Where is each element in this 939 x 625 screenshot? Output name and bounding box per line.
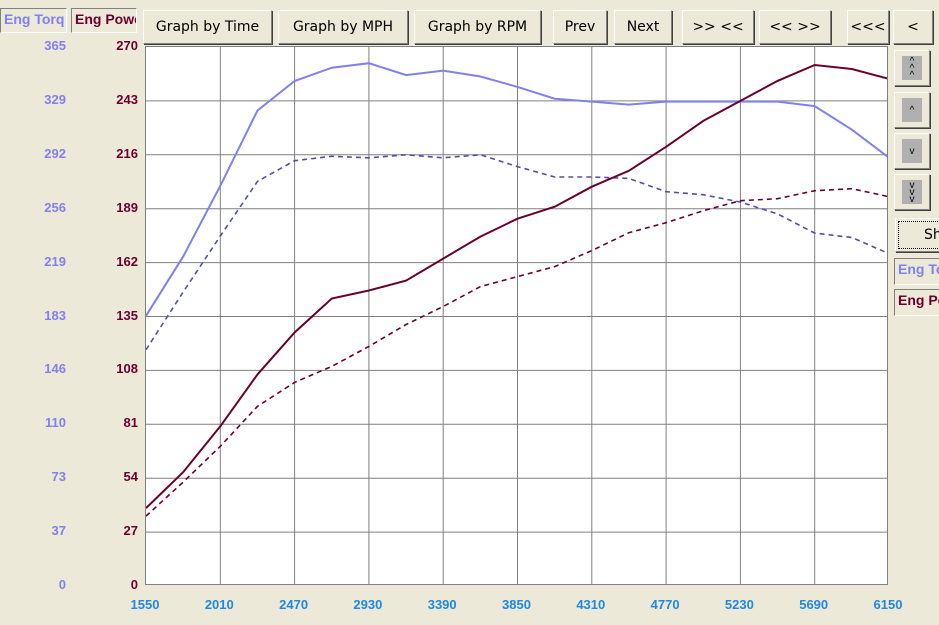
torque-tick-label: 73 bbox=[51, 469, 66, 485]
x-tick-label: 5690 bbox=[799, 597, 829, 612]
x-tick-label: 4310 bbox=[576, 597, 606, 612]
first-button[interactable]: <<< bbox=[847, 10, 889, 44]
torque-tick-label: 329 bbox=[44, 91, 66, 107]
scroll-down-button[interactable]: v bbox=[894, 133, 930, 169]
graph-by-rpm-button[interactable]: Graph by RPM bbox=[414, 10, 541, 44]
torque-tick-label: 146 bbox=[44, 361, 66, 377]
power-tick-label: 54 bbox=[123, 469, 138, 485]
torque-tick-label: 365 bbox=[44, 38, 66, 53]
x-tick-label: 5230 bbox=[724, 597, 754, 612]
zoom-out-button[interactable]: << >> bbox=[759, 10, 831, 44]
next-button[interactable]: Next bbox=[614, 10, 672, 44]
power-tick-label: 135 bbox=[116, 307, 138, 323]
x-tick-label: 3390 bbox=[427, 597, 457, 612]
x-tick-label: 2470 bbox=[279, 597, 309, 612]
power-tick-label: 270 bbox=[116, 38, 138, 53]
torque-tick-label: 256 bbox=[44, 199, 66, 215]
power-tick-label: 81 bbox=[123, 415, 138, 431]
plot-area bbox=[145, 46, 888, 585]
back-button[interactable]: < bbox=[893, 10, 933, 44]
chevron-down-icon: v bbox=[902, 139, 922, 163]
x-tick-label: 6150 bbox=[873, 597, 903, 612]
legend-eng-power[interactable]: Eng Powe bbox=[71, 8, 137, 33]
power-tick-label: 0 bbox=[130, 577, 138, 592]
x-tick-label: 2930 bbox=[353, 597, 383, 612]
x-tick-label: 3850 bbox=[502, 597, 531, 612]
torque-tick-label: 183 bbox=[44, 307, 66, 323]
torque-tick-label: 0 bbox=[58, 577, 66, 592]
torque-solid-line bbox=[146, 62, 887, 317]
power-solid-line bbox=[146, 63, 887, 509]
show-button[interactable]: Sh bbox=[895, 218, 939, 252]
power-tick-label: 162 bbox=[116, 253, 138, 269]
torque-tick-label: 110 bbox=[45, 415, 66, 431]
prev-button[interactable]: Prev bbox=[553, 10, 607, 44]
power-tick-label: 108 bbox=[116, 361, 138, 377]
power-dashed-line bbox=[146, 187, 887, 517]
legend-eng-torque-right[interactable]: Eng To bbox=[894, 258, 939, 285]
torque-tick-label: 219 bbox=[44, 253, 66, 269]
legend-eng-torque[interactable]: Eng Torq bbox=[0, 8, 67, 33]
x-tick-label: 4770 bbox=[650, 597, 680, 612]
x-tick-label: 1550 bbox=[130, 597, 160, 612]
scroll-up-button[interactable]: ^ bbox=[894, 92, 930, 128]
torque-tick-label: 292 bbox=[44, 145, 66, 161]
torque-tick-label: 37 bbox=[51, 523, 66, 539]
power-tick-label: 216 bbox=[116, 145, 138, 161]
graph-by-mph-button[interactable]: Graph by MPH bbox=[278, 10, 408, 44]
x-tick-label: 2010 bbox=[204, 597, 234, 612]
power-tick-label: 243 bbox=[116, 91, 138, 107]
chevron-up-icon: ^ bbox=[902, 98, 922, 122]
zoom-in-button[interactable]: >> << bbox=[682, 10, 754, 44]
power-tick-label: 189 bbox=[116, 199, 138, 215]
graph-by-time-button[interactable]: Graph by Time bbox=[143, 10, 272, 44]
triple-chevron-up-icon: ^ ^ ^ bbox=[902, 56, 922, 80]
legend-eng-power-right[interactable]: Eng Po bbox=[894, 289, 939, 316]
page-up-button[interactable]: ^ ^ ^ bbox=[894, 50, 930, 86]
power-tick-label: 27 bbox=[123, 523, 138, 539]
torque-dashed-line bbox=[146, 153, 887, 351]
